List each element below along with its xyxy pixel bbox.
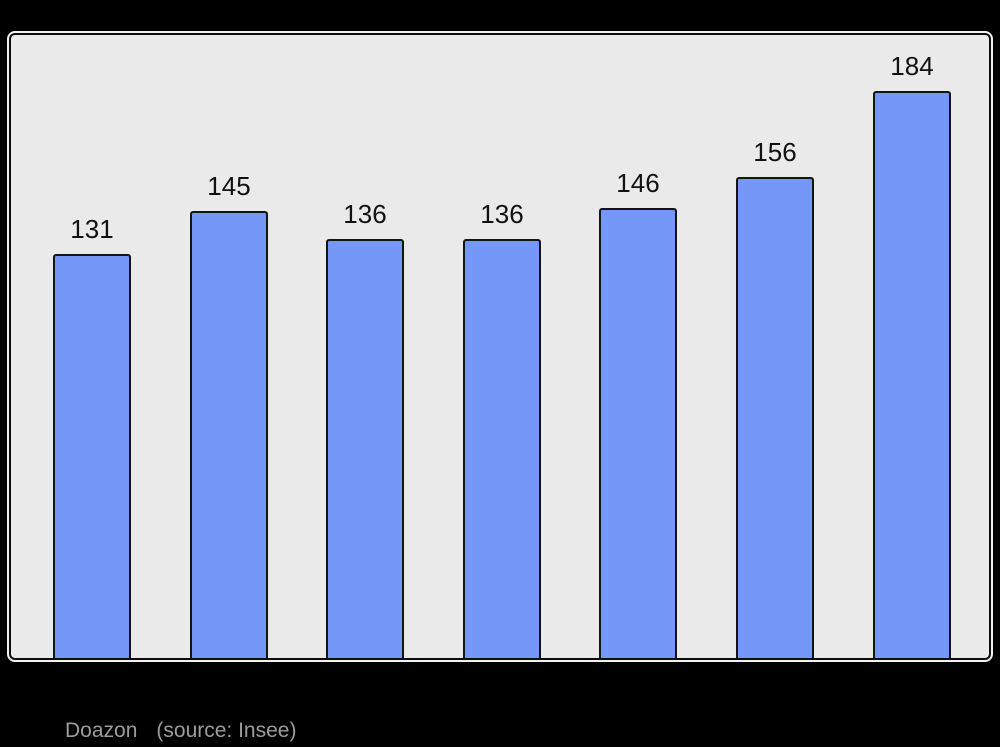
caption-place: Doazon: [65, 719, 138, 742]
bar-value-label: 136: [343, 199, 387, 229]
bar-value-label: 136: [480, 199, 524, 229]
chart-panel: 131 145 136 136 146 156 184: [9, 33, 991, 660]
bar: [326, 239, 404, 658]
bar-value-label: 145: [207, 171, 251, 201]
bar: [463, 239, 541, 658]
bars-container: 131 145 136 136 146 156 184: [11, 35, 989, 658]
bar: [53, 254, 131, 658]
bar: [190, 211, 268, 658]
bar: [599, 208, 677, 658]
bar-value-label: 184: [890, 51, 934, 81]
bar: [873, 91, 951, 658]
caption-source: (source: Insee): [156, 719, 297, 742]
bar-value-label: 146: [616, 168, 660, 198]
bar-value-label: 156: [753, 137, 797, 167]
bar: [736, 177, 814, 658]
chart-caption: Doazon (source: Insee): [65, 719, 296, 743]
bar-value-label: 131: [70, 214, 114, 244]
